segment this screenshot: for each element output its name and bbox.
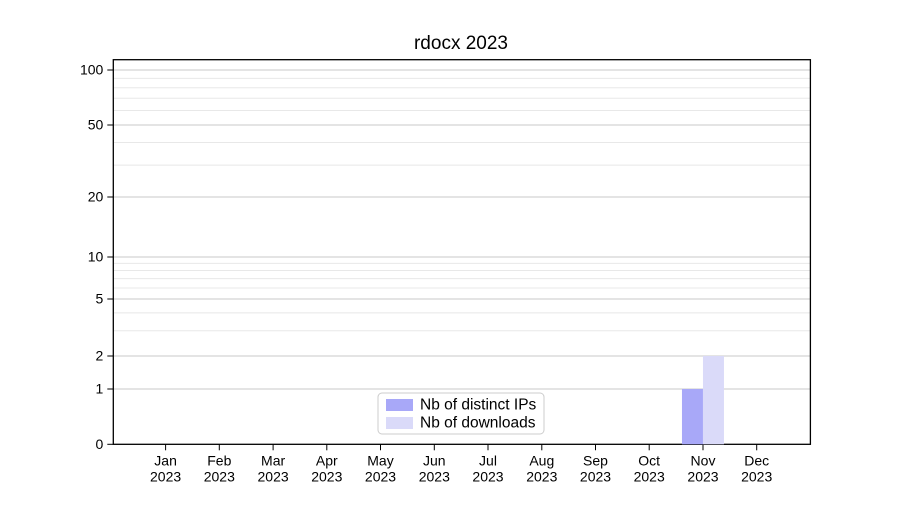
svg-text:Dec: Dec — [744, 452, 769, 468]
svg-text:rdocx 2023: rdocx 2023 — [414, 33, 508, 54]
svg-text:100: 100 — [80, 62, 104, 78]
svg-text:Jul: Jul — [479, 452, 497, 468]
svg-text:Apr: Apr — [316, 452, 338, 468]
svg-text:Aug: Aug — [529, 452, 554, 468]
svg-text:Nb of distinct IPs: Nb of distinct IPs — [420, 397, 537, 414]
svg-text:2023: 2023 — [687, 468, 718, 484]
svg-text:2023: 2023 — [419, 468, 450, 484]
svg-text:Sep: Sep — [583, 452, 608, 468]
svg-text:2023: 2023 — [472, 468, 503, 484]
svg-text:Nb of downloads: Nb of downloads — [420, 415, 536, 432]
svg-text:2023: 2023 — [258, 468, 289, 484]
svg-text:2023: 2023 — [150, 468, 181, 484]
svg-text:Mar: Mar — [261, 452, 285, 468]
svg-text:10: 10 — [88, 249, 104, 265]
svg-text:5: 5 — [96, 291, 104, 307]
svg-text:2023: 2023 — [741, 468, 772, 484]
svg-text:2023: 2023 — [311, 468, 342, 484]
svg-text:May: May — [367, 452, 393, 468]
svg-text:Oct: Oct — [638, 452, 660, 468]
svg-text:0: 0 — [96, 436, 104, 452]
svg-text:2023: 2023 — [204, 468, 235, 484]
svg-text:Jun: Jun — [423, 452, 446, 468]
svg-text:2023: 2023 — [580, 468, 611, 484]
svg-text:1: 1 — [96, 381, 104, 397]
svg-text:2023: 2023 — [526, 468, 557, 484]
svg-text:20: 20 — [88, 189, 104, 205]
svg-text:2: 2 — [96, 348, 104, 364]
svg-text:Feb: Feb — [207, 452, 231, 468]
svg-text:Jan: Jan — [154, 452, 177, 468]
svg-text:Nov: Nov — [691, 452, 716, 468]
svg-text:2023: 2023 — [634, 468, 665, 484]
svg-text:50: 50 — [88, 117, 104, 133]
svg-text:2023: 2023 — [365, 468, 396, 484]
